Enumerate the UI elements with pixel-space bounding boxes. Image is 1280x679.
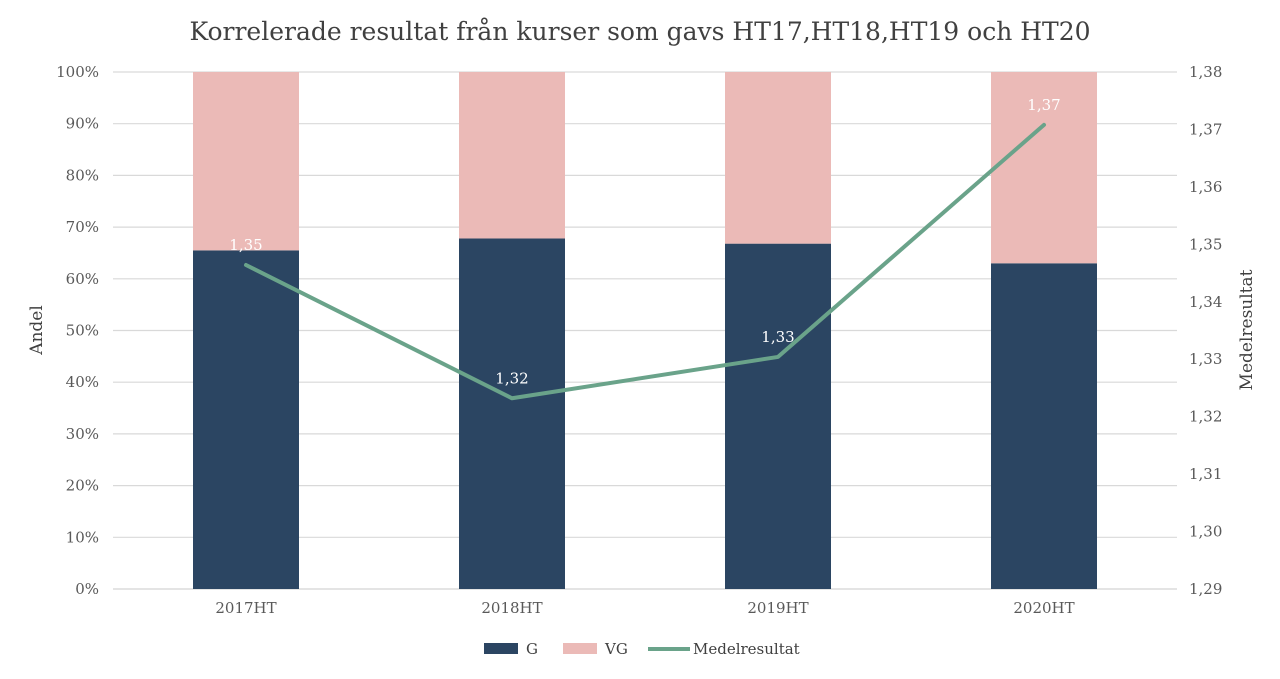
legend-label-g: G <box>526 640 538 658</box>
bar-vg-2018HT <box>459 72 565 239</box>
y-axis-label: Andel <box>27 305 47 356</box>
y2-tick-label: 1,36 <box>1189 178 1222 196</box>
y2-axis-label: Medelresultat <box>1237 269 1257 390</box>
line-medelresultat <box>244 122 1046 401</box>
x-tick-label: 2018HT <box>481 599 542 617</box>
data-label: 1,32 <box>495 369 528 387</box>
legend-label-medelresultat: Medelresultat <box>693 640 800 658</box>
bar-vg-2019HT <box>725 72 831 244</box>
y2-tick-label: 1,33 <box>1189 350 1222 368</box>
y-tick-label: 50% <box>66 322 99 340</box>
y-tick-label: 40% <box>66 373 99 391</box>
y-tick-label: 60% <box>66 270 99 288</box>
bars <box>193 72 1097 590</box>
x-tick-label: 2017HT <box>215 599 276 617</box>
bar-g-2020HT <box>991 263 1097 589</box>
legend-swatch-g <box>484 643 518 654</box>
data-label: 1,37 <box>1027 96 1060 114</box>
legend-label-vg: VG <box>604 640 628 658</box>
legend-swatch-vg <box>563 643 597 654</box>
y-tick-label: 90% <box>66 115 99 133</box>
x-tick-label: 2020HT <box>1013 599 1074 617</box>
bar-g-2018HT <box>459 238 565 589</box>
bar-vg-2020HT <box>991 72 1097 264</box>
bar-g-2019HT <box>725 243 831 590</box>
bar-vg-2017HT <box>193 72 299 251</box>
legend: G VG Medelresultat <box>484 640 800 658</box>
bar-g-2017HT <box>193 250 299 590</box>
y2-tick-label: 1,37 <box>1189 120 1222 138</box>
y-tick-label: 100% <box>56 63 99 81</box>
y2-tick-label: 1,31 <box>1189 465 1222 483</box>
x-axis-ticks: 2017HT 2018HT 2019HT 2020HT <box>215 599 1074 617</box>
y-tick-label: 80% <box>66 166 99 184</box>
line-series: 1,35 1,32 1,33 1,37 <box>229 96 1061 401</box>
x-tick-label: 2019HT <box>747 599 808 617</box>
y-tick-label: 10% <box>66 528 99 546</box>
data-label: 1,33 <box>761 328 794 346</box>
y2-tick-label: 1,32 <box>1189 408 1222 426</box>
y2-tick-label: 1,35 <box>1189 235 1222 253</box>
y-tick-label: 30% <box>66 425 99 443</box>
y2-tick-label: 1,29 <box>1189 580 1222 598</box>
y2-tick-label: 1,30 <box>1189 523 1222 541</box>
y-tick-label: 20% <box>66 477 99 495</box>
y2-axis-ticks: 1,29 1,30 1,31 1,32 1,33 1,34 1,35 1,36 1,37 1,38 <box>1189 63 1222 598</box>
y-axis-ticks: 0% 10% 20% 30% 40% 50% 60% 70% 80% 90% 100% <box>56 63 99 598</box>
chart-title: Korrelerade resultat från kurser som gav… <box>189 17 1090 46</box>
y2-tick-label: 1,38 <box>1189 63 1222 81</box>
y-tick-label: 70% <box>66 218 99 236</box>
y-tick-label: 0% <box>75 580 99 598</box>
data-label: 1,35 <box>229 236 262 254</box>
y2-tick-label: 1,34 <box>1189 293 1222 311</box>
